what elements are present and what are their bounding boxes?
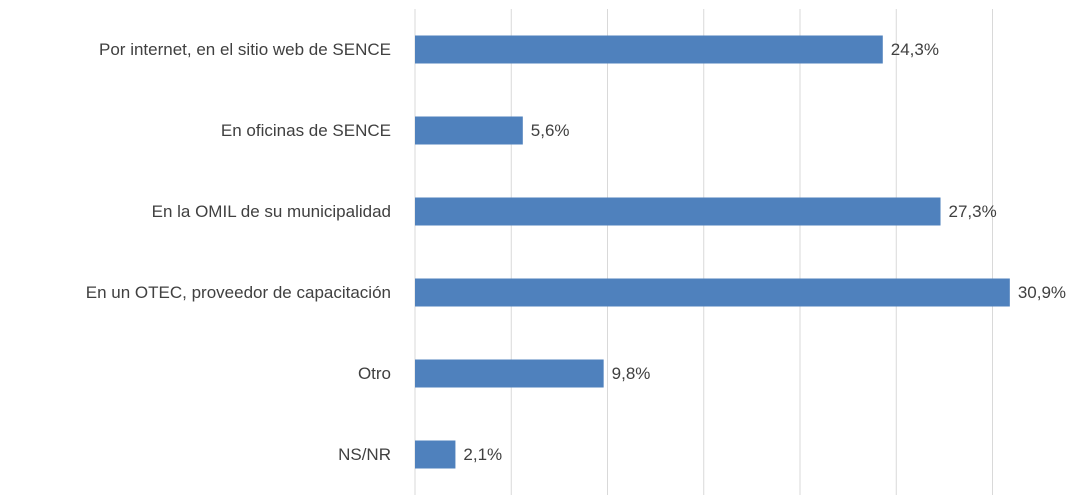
y-tick-label: Por internet, en el sitio web de SENCE xyxy=(99,40,391,59)
bar xyxy=(415,197,941,226)
data-label: 5,6% xyxy=(531,121,570,140)
data-label: 24,3% xyxy=(891,40,939,59)
bar xyxy=(415,359,604,388)
data-label: 9,8% xyxy=(612,364,651,383)
y-tick-label: En oficinas de SENCE xyxy=(221,121,391,140)
y-tick-label: NS/NR xyxy=(338,445,391,464)
y-tick-label: En un OTEC, proveedor de capacitación xyxy=(86,283,391,302)
data-label: 2,1% xyxy=(463,445,502,464)
bar xyxy=(415,116,523,145)
bar xyxy=(415,440,456,469)
data-label: 27,3% xyxy=(949,202,997,221)
bar xyxy=(415,278,1010,307)
y-tick-label: Otro xyxy=(358,364,391,383)
y-tick-label: En la OMIL de su municipalidad xyxy=(152,202,391,221)
data-label: 30,9% xyxy=(1018,283,1066,302)
bar xyxy=(415,35,883,64)
